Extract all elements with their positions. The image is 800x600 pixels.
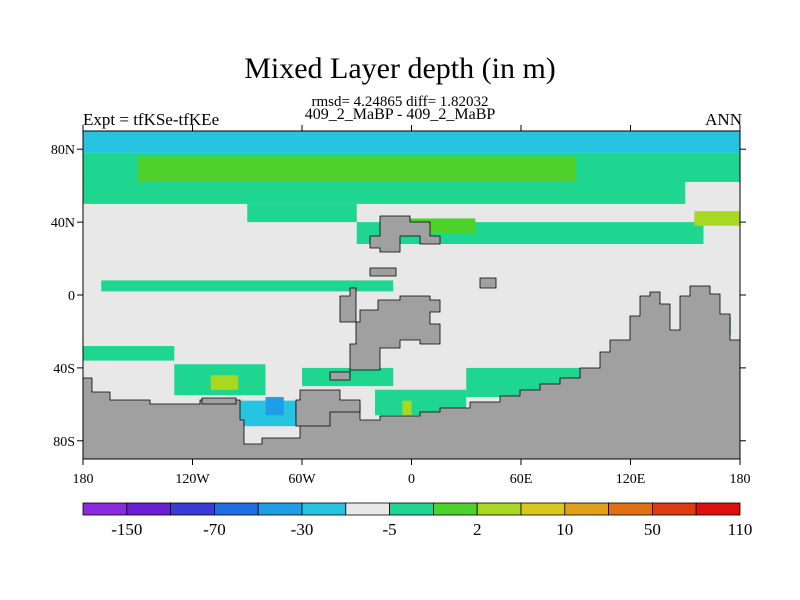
colorbar-label: -5 xyxy=(383,520,397,539)
colorbar-label: 2 xyxy=(473,520,482,539)
colorbar-box xyxy=(345,502,390,516)
plot-area: 180 120W 60W 0 60E 120E 180 80N 40N 0 40S 80S xyxy=(51,125,751,487)
y-tick-label: 40N xyxy=(51,216,75,231)
x-tick-label: 120W xyxy=(175,472,210,487)
y-tick-label: 80N xyxy=(51,143,75,158)
experiment-label: Expt = tfKSe-tfKEe xyxy=(83,110,220,129)
colorbar-box xyxy=(608,502,653,516)
south-shelf xyxy=(295,389,361,427)
colorbar-box xyxy=(82,502,128,516)
colorbar-box xyxy=(652,502,697,516)
mid-island-c xyxy=(479,277,497,289)
field-region xyxy=(402,400,412,416)
field-region xyxy=(694,211,740,226)
x-tick-label: 0 xyxy=(408,472,415,487)
colorbar-label: 110 xyxy=(728,520,753,539)
colorbar-box xyxy=(432,502,478,516)
chart-title: Mixed Layer depth (in m) xyxy=(244,52,556,85)
land-mask xyxy=(83,215,740,459)
central-landmass xyxy=(329,295,441,381)
colorbar-box xyxy=(564,502,609,516)
y-tick-label: 0 xyxy=(68,289,75,304)
field-region xyxy=(83,131,740,153)
field-region xyxy=(83,182,686,204)
colorbar-box xyxy=(476,502,522,516)
x-tick-label: 60E xyxy=(510,472,533,487)
field-region xyxy=(265,397,284,416)
colorbar-label: 50 xyxy=(644,520,661,539)
colorbar-label: 10 xyxy=(556,520,573,539)
colorbar-label: -30 xyxy=(291,520,314,539)
colorbar-label: -150 xyxy=(111,520,142,539)
season-label: ANN xyxy=(705,110,742,129)
field-region xyxy=(210,375,239,390)
north-landmass xyxy=(369,215,441,253)
field-region xyxy=(83,346,175,361)
y-tick-label: 40S xyxy=(53,362,75,377)
colorbar-box xyxy=(301,502,347,516)
colorbar-box xyxy=(695,502,741,516)
antarctica-land xyxy=(83,285,740,459)
colorbar-box xyxy=(520,502,566,516)
chart-subtitle: 409_2_MaBP - 409_2_MaBP xyxy=(304,106,496,123)
field-region xyxy=(137,156,576,183)
colorbar-box xyxy=(389,502,434,516)
x-axis: 180 120W 60W 0 60E 120E 180 xyxy=(73,125,751,487)
x-tick-label: 120E xyxy=(616,472,646,487)
field-region xyxy=(101,280,394,292)
colorbar: -150 -70 -30 -5 2 10 50 110 xyxy=(82,502,753,539)
colorbar-box xyxy=(213,502,259,516)
field-region xyxy=(247,203,357,223)
x-tick-label: 180 xyxy=(73,472,94,487)
y-axis: 80N 40N 0 40S 80S xyxy=(51,143,746,450)
y-tick-label: 80S xyxy=(53,435,75,450)
mid-island-a xyxy=(339,287,357,323)
mid-island-d xyxy=(201,397,237,405)
stats-line: rmsd= 4.24865 diff= 1.82032 xyxy=(311,94,489,110)
colorbar-label: -70 xyxy=(203,520,226,539)
colorbar-box xyxy=(257,502,303,516)
colorbar-box xyxy=(170,502,215,516)
colorbar-box xyxy=(126,502,172,516)
mid-island-b xyxy=(369,267,397,277)
x-tick-label: 180 xyxy=(730,472,751,487)
x-tick-label: 60W xyxy=(288,472,316,487)
